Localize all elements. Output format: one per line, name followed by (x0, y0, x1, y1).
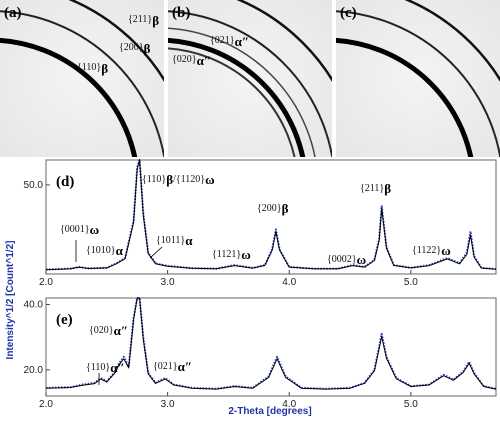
x-tick-label-d-1: 3.0 (161, 277, 175, 288)
ann-b-020: {020}α″ (172, 53, 211, 68)
diffraction-panel-a: (a) {211}β {200}β {110}β (0, 0, 164, 157)
ann-d-0001: {0001}ω (60, 222, 99, 237)
ann-a-110: {110}β (77, 61, 108, 76)
plot-frame-e (45, 297, 497, 397)
series-e-solid-black (45, 297, 497, 390)
series-d-solid-black (45, 159, 497, 271)
x-tick-label-e-0: 2.0 (39, 399, 53, 410)
x-tick-label-d-0: 2.0 (39, 277, 53, 288)
x-tick-label-d-3: 5.0 (404, 277, 418, 288)
y-axis-label: Intensity^1/2 [Count^1/2] (5, 241, 16, 360)
ann-e-110: {110}α″ (86, 360, 125, 375)
ann-a-200: {200}β (119, 41, 151, 56)
ann-d-1011-arrow (149, 246, 163, 259)
panel-label-d: (d) (56, 174, 74, 190)
ann-d-200: {200}β (257, 201, 289, 216)
x-tick-label-e-3: 5.0 (404, 399, 418, 410)
x-tick-label-e-2: 4.0 (282, 399, 296, 410)
panel-label-e: (e) (56, 312, 73, 328)
diffraction-panel-b: (b) {021}α″ {020}α″ (168, 0, 332, 157)
x-tick-label-d-2: 4.0 (282, 277, 296, 288)
ann-d-1121: {1121}ω (212, 247, 251, 262)
ann-d-0002: {0002}ω (327, 252, 366, 267)
panel-label-b: (b) (172, 5, 190, 21)
xrd-plot-d: 2.0 3.0 4.0 5.0 50.0 (d) {0001}ω {1010}α {11… (24, 159, 497, 288)
ann-d-1010: {1010}α (86, 243, 124, 258)
y-tick-label-e-1: 40.0 (24, 300, 44, 311)
ann-a-211: {211}β (128, 13, 159, 28)
diffraction-panel-c: (c) (336, 0, 500, 157)
series-d-dotted-blue (45, 159, 497, 271)
ann-d-211: {211}β (360, 181, 391, 196)
ann-d-1011: {1011}α (156, 233, 193, 248)
x-axis-label: 2-Theta [degrees] (228, 406, 311, 417)
ann-e-021: {021}α″ (153, 359, 192, 374)
x-tick-label-e-1: 3.0 (161, 399, 175, 410)
xrd-plot-e: 2.0 3.0 4.0 5.0 20.0 40.0 (e) {020}α″ {110}α″… (24, 297, 497, 410)
y-tick-label-e-0: 20.0 (24, 365, 44, 376)
ann-e-020: {020}α″ (89, 323, 128, 338)
y-tick-label-d-0: 50.0 (24, 180, 44, 191)
ann-b-021: {021}α″ (210, 34, 249, 49)
ann-d-1122: {1122}ω (412, 243, 451, 258)
panel-label-a: (a) (4, 5, 22, 21)
plot-frame-d (45, 159, 497, 275)
panel-label-c: (c) (340, 5, 357, 21)
ann-d-110: {110}β/{1120}ω (142, 172, 215, 187)
